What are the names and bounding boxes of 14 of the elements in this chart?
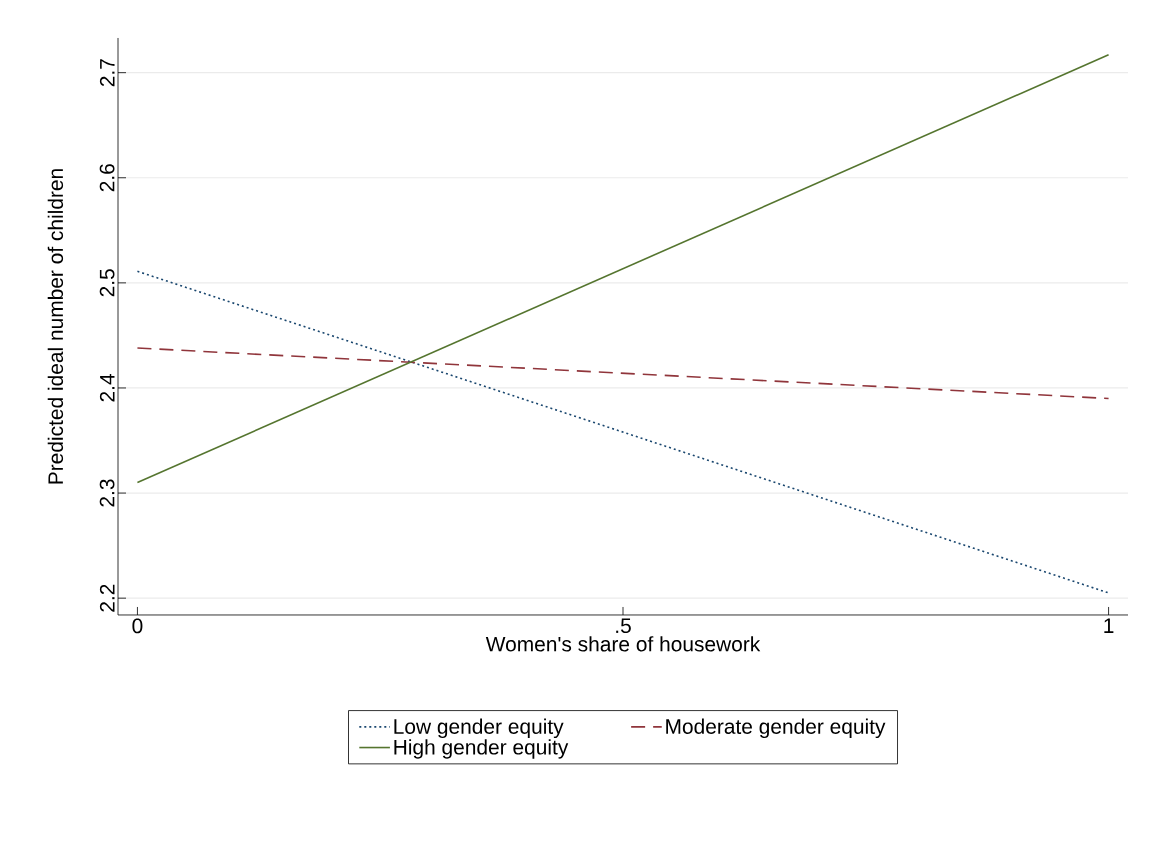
legend-label: Low gender equity [394, 718, 564, 739]
y-tick-label: 2.5 [99, 269, 115, 297]
legend-label: High gender equity [394, 739, 569, 759]
y-tick-label: 2.6 [99, 164, 115, 192]
y-tick-label: 2.2 [99, 584, 115, 612]
y-tick-label: 2.4 [99, 374, 115, 402]
x-axis-title: Women's share of housework [485, 636, 761, 652]
x-tick-label: 1 [1104, 618, 1114, 633]
x-tick-label: .5 [616, 618, 631, 634]
x-tick-label: 0 [132, 618, 143, 634]
y-tick-label: 2.3 [99, 479, 115, 507]
legend-label: Moderate gender equity [666, 718, 886, 739]
y-tick-label: 2.7 [99, 59, 115, 87]
y-axis-title: Predicted ideal number of children [47, 169, 64, 484]
